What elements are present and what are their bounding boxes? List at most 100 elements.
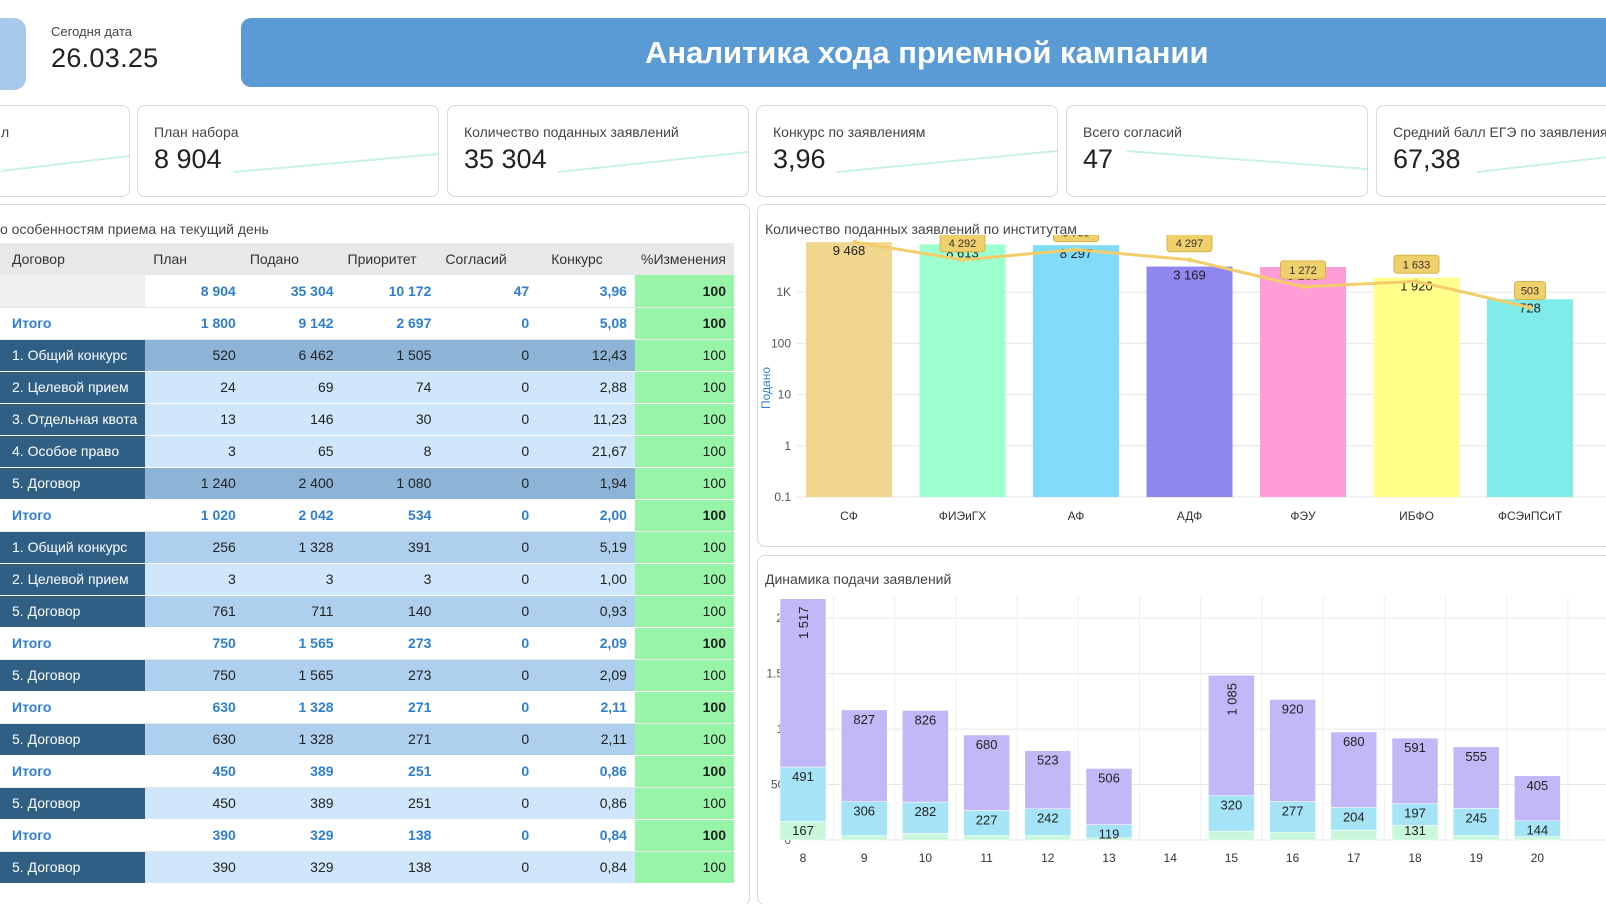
segment-value-label: 119 [1099, 827, 1120, 842]
cell-plan: 1 800 [145, 307, 244, 340]
cell-prioritet: 8 [341, 435, 440, 468]
segment-value-label: 204 [1343, 809, 1365, 824]
cell-soglasiy: 0 [439, 851, 538, 884]
chart-title: Количество поданных заявлений по институ… [765, 221, 1077, 237]
kpi-card-plan[interactable]: План набора 8 904 [137, 105, 439, 197]
cell-konkurs: 2,09 [537, 659, 635, 692]
column-header[interactable]: Договор [0, 243, 146, 275]
stack-segment [1330, 829, 1378, 841]
row-label: 5. Договор [0, 851, 146, 884]
column-header[interactable]: Конкурс [537, 243, 635, 275]
cell-konkurs: 21,67 [537, 435, 635, 468]
table-total-row[interactable]: Итого 390 329 138 0 0,84 100 [0, 819, 734, 852]
column-header[interactable]: Согласий [439, 243, 538, 275]
line-point [852, 239, 858, 245]
table-row[interactable]: 2. Целевой прием 3 3 3 0 1,00 100 [0, 563, 734, 596]
cell-podano: 146 [243, 403, 342, 436]
column-header[interactable]: Подано [243, 243, 342, 275]
table-row[interactable]: 2. Целевой прием 24 69 74 0 2,88 100 [0, 371, 734, 404]
stack-segment [1024, 750, 1072, 809]
row-label: Итого [0, 627, 146, 660]
table-row[interactable]: 5. Договор 450 389 251 0 0,86 100 [0, 787, 734, 820]
cell-soglasiy: 47 [439, 275, 538, 308]
table-row[interactable]: 3. Отдельная квота 13 146 30 0 11,23 100 [0, 403, 734, 436]
x-tick-label: 10 [919, 851, 933, 865]
cell-podano: 389 [243, 755, 342, 788]
kpi-label: Конкурс по заявлениям [773, 124, 926, 140]
kpi-card-avg-score[interactable]: Средний балл ЕГЭ по заявлениям 67,38 [1376, 105, 1606, 197]
cell-prioritet: 271 [341, 691, 440, 724]
cell-change: 100 [634, 723, 734, 756]
row-label: 2. Целевой прием [0, 371, 146, 404]
cell-plan: 630 [145, 723, 244, 756]
row-label: Итого [0, 819, 146, 852]
kpi-value: 47 [1083, 144, 1114, 174]
page-title: Аналитика хода приемной кампании [645, 34, 1209, 70]
x-tick-label: 15 [1225, 851, 1239, 865]
cell-podano: 2 400 [243, 467, 342, 500]
x-tick-label: ИБФО [1399, 509, 1434, 523]
stack-segment [1330, 731, 1378, 808]
bar-value-label: 3 169 [1173, 268, 1206, 283]
kpi-card-competition[interactable]: Конкурс по заявлениям 3,96 [756, 105, 1058, 197]
cell-soglasiy: 0 [439, 499, 538, 532]
cell-podano: 3 [243, 563, 342, 596]
cell-plan: 520 [145, 339, 244, 372]
cell-soglasiy: 0 [439, 755, 538, 788]
cell-konkurs: 5,08 [537, 307, 635, 340]
table-total-row[interactable]: Итого 450 389 251 0 0,86 100 [0, 755, 734, 788]
table-total-row[interactable]: Итого 630 1 328 271 0 2,11 100 [0, 691, 734, 724]
cell-konkurs: 2,11 [537, 723, 635, 756]
segment-value-label: 523 [1037, 753, 1059, 768]
line-label-box [1280, 260, 1326, 280]
kpi-card-applications[interactable]: Количество поданных заявлений 35 304 [447, 105, 749, 197]
stack-segment [1269, 831, 1316, 841]
table-total-row[interactable]: Итого 1 800 9 142 2 697 0 5,08 100 [0, 307, 734, 340]
segment-value-label: 591 [1404, 740, 1426, 755]
kpi-card-0[interactable]: л [0, 105, 130, 197]
stack-segment [1024, 808, 1072, 836]
segment-value-label: 506 [1098, 770, 1120, 785]
table-row[interactable]: 4. Особое право 3 65 8 0 21,67 100 [0, 435, 734, 468]
stack-segment [902, 833, 949, 841]
column-header[interactable]: %Изменения [634, 243, 734, 275]
table-row[interactable]: 5. Договор 761 711 140 0 0,93 100 [0, 595, 734, 628]
line-value-label: 1 272 [1289, 265, 1317, 277]
table-total-row[interactable]: Итого 750 1 565 273 0 2,09 100 [0, 627, 734, 660]
kpi-card-consents[interactable]: Всего согласий 47 [1066, 105, 1368, 197]
cell-prioritet: 271 [341, 723, 440, 756]
y-tick-label: 100 [771, 336, 791, 350]
table-row[interactable]: 5. Договор 630 1 328 271 0 2,11 100 [0, 723, 734, 756]
y-tick-label: 1K [776, 285, 791, 299]
cell-konkurs: 0,84 [537, 819, 635, 852]
line-point [960, 257, 965, 263]
row-label: 1. Общий конкурс [0, 339, 146, 372]
stack-segment [1269, 801, 1316, 833]
table-row[interactable]: 1. Общий конкурс 256 1 328 391 0 5,19 100 [0, 531, 734, 564]
stack-segment [840, 835, 888, 841]
cell-konkurs: 2,00 [537, 499, 635, 532]
table-row[interactable]: 5. Договор 750 1 565 273 0 2,09 100 [0, 659, 734, 692]
kpi-sparkline [0, 155, 129, 172]
cell-konkurs: 0,86 [537, 755, 635, 788]
cell-plan: 24 [145, 371, 244, 404]
column-header[interactable]: План [145, 243, 244, 275]
table-grand-total-row[interactable]: 8 904 35 304 10 172 47 3,96 100 [0, 275, 734, 308]
row-label: 5. Договор [0, 595, 146, 628]
cell-prioritet: 138 [341, 851, 440, 884]
stack-segment [1208, 675, 1255, 796]
cell-podano: 2 042 [243, 499, 342, 532]
cell-plan: 1 240 [145, 467, 244, 500]
table-row[interactable]: 1. Общий конкурс 520 6 462 1 505 0 12,43 100 [0, 339, 734, 372]
y-tick-label: 10 [778, 388, 792, 402]
segment-value-label: 320 [1221, 798, 1243, 813]
column-header[interactable]: Приоритет [341, 243, 440, 275]
segment-value-label: 1 085 [1224, 683, 1239, 716]
page-title-banner: Аналитика хода приемной кампании [241, 18, 1606, 87]
table-total-row[interactable]: Итого 1 020 2 042 534 0 2,00 100 [0, 499, 734, 532]
row-label: Итого [0, 499, 146, 532]
table-row[interactable]: 5. Договор 390 329 138 0 0,84 100 [0, 851, 734, 884]
cell-podano: 1 328 [243, 531, 342, 564]
table-row[interactable]: 5. Договор 1 240 2 400 1 080 0 1,94 100 [0, 467, 734, 500]
bar [1487, 299, 1573, 497]
